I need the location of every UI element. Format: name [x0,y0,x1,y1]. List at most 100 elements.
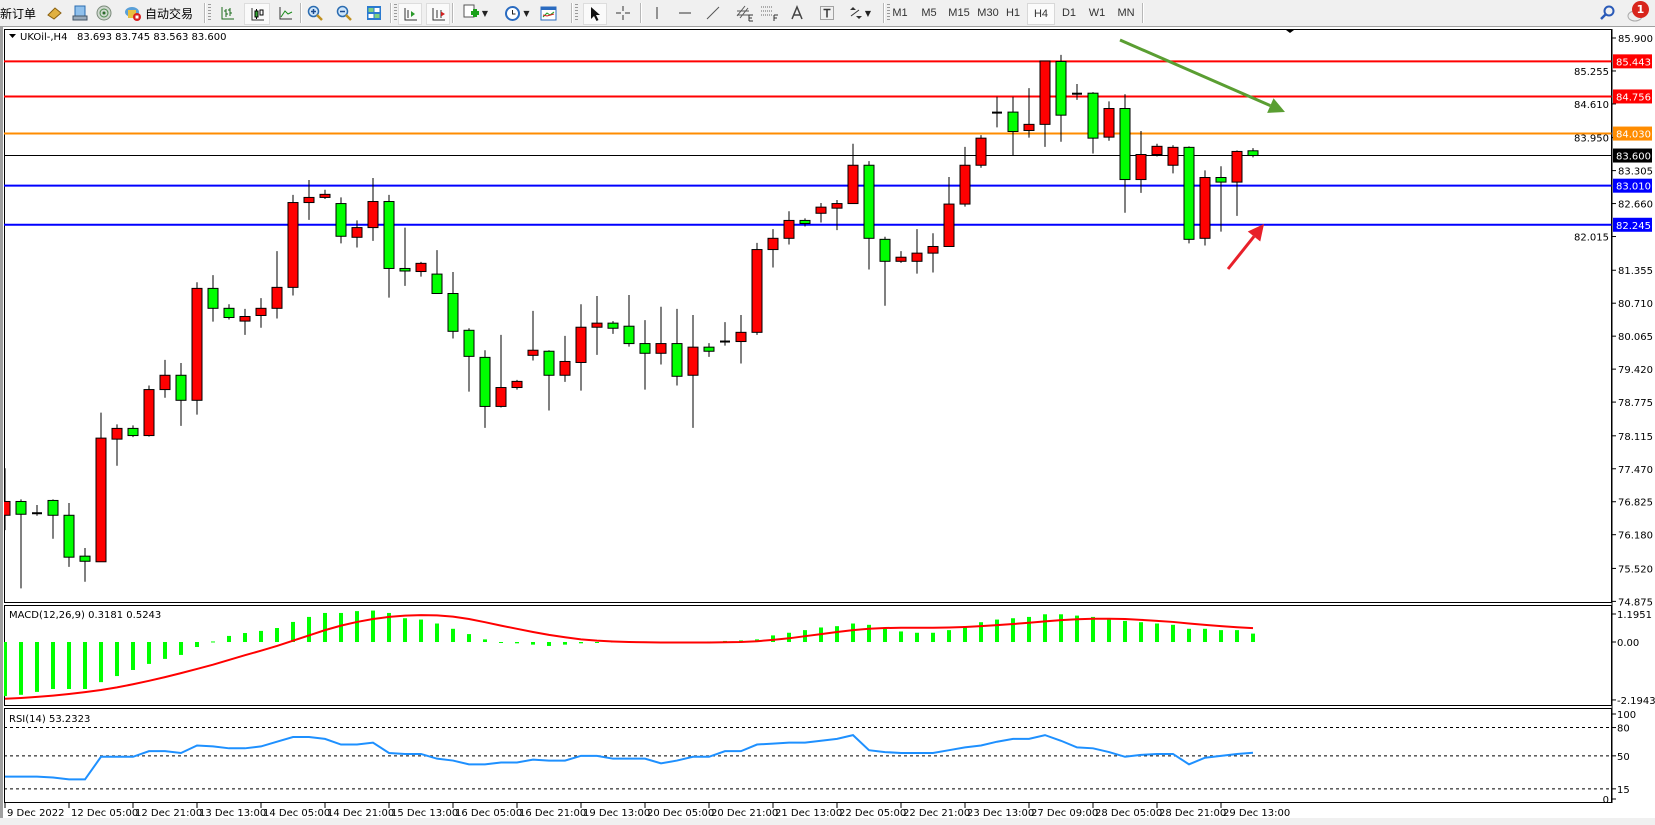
period-h1-button[interactable]: H1 [1005,7,1021,19]
zoom-in-icon[interactable] [304,3,326,23]
period-m5-button[interactable]: M5 [921,7,937,19]
periods-dropdown-icon[interactable]: ▼ [523,8,530,18]
autotrade-button[interactable]: 自动交易 [124,3,220,23]
period-mn-button[interactable]: MN [1117,7,1135,19]
indicators-icon[interactable]: ▼ [458,3,492,23]
candle [1183,146,1195,244]
macd-histogram-bar [35,642,39,692]
chart-background [0,27,1655,820]
candle-body [1215,177,1227,183]
cursor-icon[interactable] [583,3,607,25]
period-h4-button[interactable]: H4 [1027,3,1055,25]
zoom-out-icon[interactable] [333,3,355,23]
chart-shift-marker-icon[interactable] [1286,30,1294,33]
candle [335,197,347,244]
search-icon[interactable] [1596,3,1618,23]
macd-axis: 1.1951 0.00 -2.1943 [1612,610,1655,707]
price-axis-label: 80.710 [1618,299,1653,310]
macd-histogram-bar [227,635,231,642]
arrows-icon[interactable]: ▼ [842,3,876,23]
candle-body [943,203,955,247]
candle [95,412,107,563]
candle-body [255,307,267,316]
rsi-axis-label: 15 [1617,785,1630,796]
macd-axis-label: -2.1943 [1617,696,1655,707]
indicators-dropdown-icon[interactable]: ▼ [481,8,489,18]
book-icon[interactable] [44,3,64,23]
candle [1039,60,1051,147]
period-m30-button[interactable]: M30 [977,7,999,19]
arrows-dropdown-icon[interactable]: ▼ [864,8,872,18]
candle [847,143,859,205]
candle-body [95,437,107,563]
macd-histogram-bar [323,612,327,642]
trendline-icon[interactable] [702,3,724,23]
candle [751,242,763,335]
candle-body [799,219,811,224]
macd-histogram-bar [1075,615,1079,642]
candle-body [239,315,251,322]
terminal-icon[interactable] [70,3,90,23]
periods-clock-icon[interactable]: ▼ [500,3,534,23]
new-order-button[interactable]: 新订单 [0,3,36,23]
macd-indicator [4,610,1255,700]
macd-histogram-bar [211,641,215,643]
price-level-label: 85.443 [1616,57,1651,68]
time-axis-label: 28 Dec 21:00 [1159,808,1226,819]
macd-histogram-bar [899,631,903,642]
auto-scroll-icon[interactable] [398,3,422,25]
macd-histogram-bar [1011,618,1015,642]
templates-icon[interactable] [537,3,559,23]
candle-body [271,286,283,309]
period-d1-button[interactable]: D1 [1061,7,1077,19]
signal-icon[interactable] [94,3,114,23]
tile-windows-icon[interactable] [363,3,385,23]
macd-histogram-bar [867,624,871,642]
fibonacci-icon[interactable] [757,3,781,23]
candle-body [815,206,827,214]
line-chart-icon[interactable] [274,3,296,23]
period-m1-button[interactable]: M1 [892,7,908,19]
macd-histogram-bar [947,630,951,642]
period-m15-button[interactable]: M15 [948,7,970,19]
bar-chart-icon[interactable] [216,3,238,23]
candle-body [623,325,635,345]
candle [1119,94,1131,213]
macd-histogram-bar [147,642,151,664]
candle-body [63,514,75,558]
candle [943,176,955,247]
candle [527,310,539,361]
candle-body [559,360,571,376]
chart-menu-triangle-icon[interactable] [9,34,16,38]
vertical-line-icon[interactable] [646,3,668,23]
crosshair-icon[interactable] [612,3,634,23]
candle-body [223,307,235,319]
time-axis-label: 20 Dec 05:00 [647,808,714,819]
time-axis-label: 22 Dec 05:00 [839,808,906,819]
candle-body [143,389,155,437]
horizontal-line-icon[interactable] [674,3,696,23]
period-w1-button[interactable]: W1 [1088,7,1106,19]
candle [575,304,587,391]
rsi-axis: 100 80 50 15 0 [1603,710,1636,806]
candle-body [543,350,555,376]
candle [639,320,651,390]
chart-shift-icon[interactable] [426,3,450,25]
candle [783,211,795,245]
candle-body [111,427,123,440]
price-level-label: 84.030 [1616,130,1651,141]
candle-body [15,500,27,515]
support-bounce-arrow[interactable] [1226,224,1264,270]
candle-body [575,326,587,363]
candle-body [319,193,331,198]
text-label-icon[interactable] [816,3,838,23]
macd-histogram-bar [115,642,119,677]
downtrend-arrow[interactable] [1119,38,1285,113]
equidistant-channel-icon[interactable] [733,3,757,23]
annotation-arrows [1119,38,1285,270]
candlestick-icon[interactable] [244,3,270,25]
rsi-axis-label: 50 [1617,752,1630,763]
candle-body [431,273,443,294]
text-icon[interactable] [786,3,808,23]
